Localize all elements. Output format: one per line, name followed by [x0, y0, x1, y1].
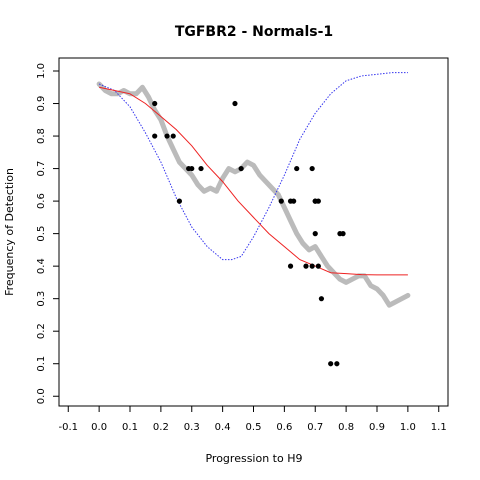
- data-point: [152, 100, 158, 107]
- series-layer: [96, 72, 411, 367]
- data-point: [315, 198, 321, 204]
- data-point: [278, 198, 284, 204]
- chart-title: TGFBR2 - Normals-1: [175, 24, 333, 40]
- y-tick-label: 0.6: [36, 193, 47, 209]
- y-axis: 0.0 0.1 0.2 0.3 0.4 0.5 0.6 0.7 0.8 0.9 1.0: [36, 63, 59, 404]
- y-tick-label: 1.0: [36, 63, 47, 79]
- x-tick-label: 0.4: [215, 422, 231, 433]
- smooth-series-line: [96, 81, 411, 308]
- x-tick-label: 0.8: [338, 422, 354, 433]
- x-axis-label: Progression to H9: [205, 452, 302, 465]
- data-point: [170, 133, 176, 139]
- x-tick-label: 0.3: [184, 422, 200, 433]
- data-point: [328, 361, 334, 367]
- data-point: [303, 263, 309, 269]
- x-tick-label: 0.9: [369, 422, 385, 433]
- data-point: [334, 361, 340, 367]
- y-tick-label: 0.0: [36, 388, 47, 404]
- plot-border: [58, 57, 449, 407]
- data-point: [312, 231, 318, 237]
- x-tick-label: 0.0: [91, 422, 107, 433]
- y-axis-label: Frequency of Detection: [3, 168, 16, 296]
- data-point: [309, 263, 315, 269]
- fit-series-line: [98, 86, 408, 276]
- x-tick-label: 0.5: [246, 422, 262, 433]
- y-tick-label: 0.4: [36, 258, 47, 274]
- x-tick-label: 1.1: [431, 422, 447, 433]
- data-point: [198, 165, 204, 172]
- data-point: [176, 198, 183, 204]
- data-point: [189, 165, 195, 172]
- data-point: [315, 263, 321, 269]
- y-tick-label: 0.7: [36, 161, 47, 177]
- x-tick-label: -0.1: [59, 422, 79, 433]
- x-tick-label: 0.6: [276, 422, 292, 433]
- data-point: [340, 231, 346, 237]
- data-point: [309, 165, 315, 172]
- data-point: [287, 263, 294, 269]
- data-point: [232, 100, 238, 107]
- y-tick-label: 0.9: [36, 96, 47, 112]
- x-tick-label: 1.0: [400, 422, 416, 433]
- x-tick-label: 0.2: [153, 422, 169, 433]
- x-axis: -0.1 0.0 0.1 0.2 0.3 0.4 0.5 0.6 0.7 0.8 0.9 1.0 1.1: [59, 406, 447, 433]
- y-tick-label: 0.1: [36, 356, 47, 372]
- reference-series-line: [98, 72, 408, 261]
- data-point: [152, 133, 158, 139]
- y-tick-label: 0.8: [36, 128, 47, 144]
- data-point: [294, 165, 300, 172]
- data-point: [318, 296, 325, 302]
- x-tick-label: 0.1: [122, 422, 138, 433]
- x-tick-label: 0.7: [307, 422, 323, 433]
- plot-frame: [58, 57, 449, 407]
- data-point: [291, 198, 297, 204]
- data-point: [164, 133, 170, 139]
- data-point: [238, 165, 244, 172]
- y-tick-label: 0.5: [36, 226, 47, 242]
- y-tick-label: 0.3: [36, 291, 47, 307]
- y-tick-label: 0.2: [36, 323, 47, 339]
